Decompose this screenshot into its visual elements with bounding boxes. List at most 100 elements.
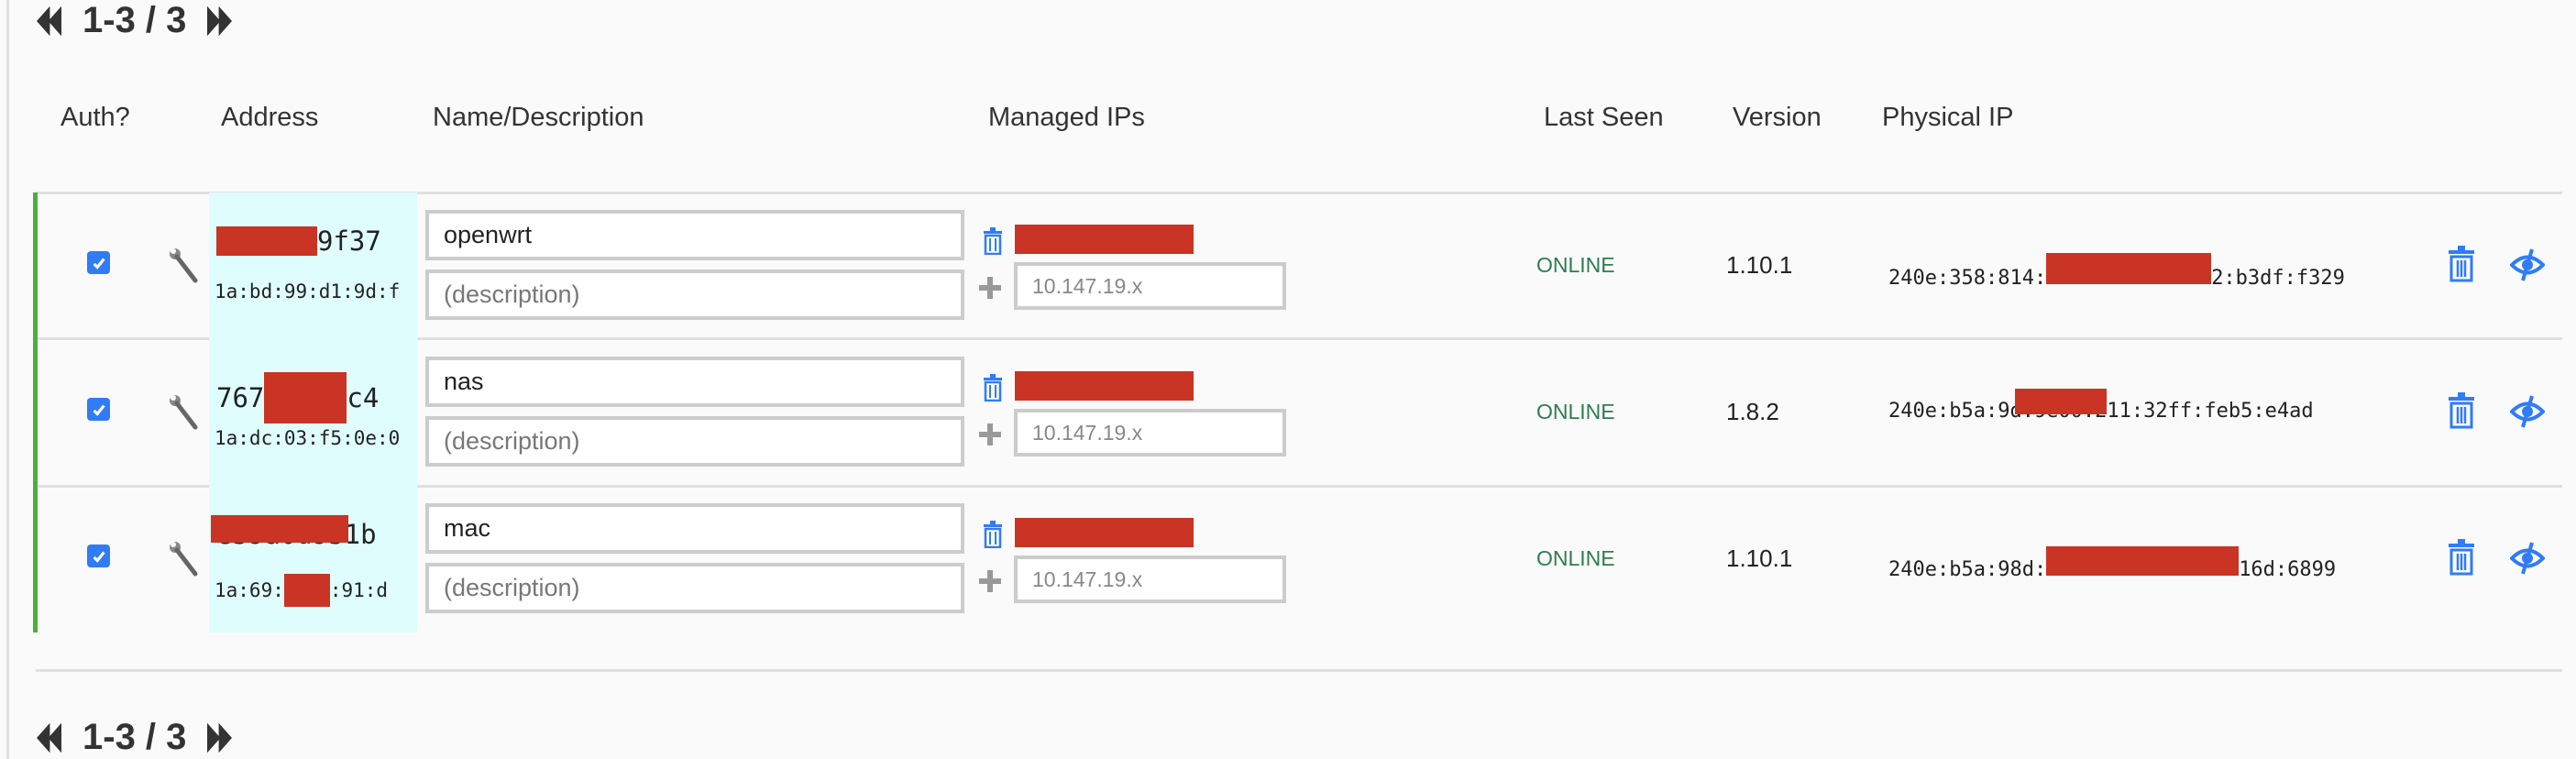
- pager-range: 1-3 / 3: [83, 0, 187, 40]
- last-page-icon[interactable]: [199, 5, 233, 38]
- mac-address: 1a:dc:03:f5:0e:0: [215, 427, 417, 449]
- node-address: 9f37: [216, 226, 381, 257]
- member-row: e39a0d951b 1a:69: :91:d mac (description)…: [0, 486, 2576, 632]
- delete-member-icon[interactable]: [2448, 539, 2475, 576]
- physical-ip: 240e:b5a:9 d:9e00:211:32ff:feb5:e4ad: [1888, 389, 2314, 423]
- address-cell: [209, 486, 417, 632]
- ip-placeholder: 10.147.19.x: [1032, 420, 1143, 445]
- hide-member-icon[interactable]: [2510, 541, 2545, 576]
- header-version: Version: [1733, 103, 1822, 132]
- version: 1.10.1: [1726, 544, 1792, 573]
- delete-member-icon[interactable]: [2448, 246, 2475, 282]
- redaction: [1015, 518, 1194, 547]
- last-seen-status: ONLINE: [1536, 253, 1615, 278]
- wrench-icon[interactable]: [168, 394, 201, 431]
- version: 1.8.2: [1726, 398, 1779, 425]
- phys-pre: 240e:b5a:9: [1888, 400, 2010, 423]
- name: nas: [444, 368, 484, 395]
- hide-member-icon[interactable]: [2510, 394, 2545, 429]
- node-address: 767 c4: [216, 372, 379, 424]
- wrench-icon[interactable]: [168, 541, 201, 578]
- last-page-icon[interactable]: [199, 721, 233, 754]
- ip-placeholder: 10.147.19.x: [1032, 273, 1143, 298]
- wrench-icon[interactable]: [168, 248, 201, 284]
- add-ip-icon[interactable]: [979, 424, 1001, 446]
- description-input[interactable]: (description): [425, 563, 964, 613]
- pager-bottom: 1-3 / 3: [37, 717, 233, 758]
- header-managed-ips: Managed IPs: [988, 103, 1145, 132]
- header-name: Name/Description: [433, 103, 644, 132]
- auth-checkbox[interactable]: [87, 544, 110, 567]
- add-ip-icon[interactable]: [979, 277, 1001, 299]
- member-row: 9f37 1a:bd:99:d1:9d:f openwrt (descripti…: [0, 192, 2576, 339]
- redaction: [2046, 546, 2240, 576]
- mac-pre: 1a:69:: [215, 579, 284, 601]
- redaction: [1015, 225, 1194, 254]
- address-cell: [209, 192, 417, 339]
- description-placeholder: (description): [444, 427, 580, 455]
- check-icon: [92, 258, 105, 270]
- add-ip-input[interactable]: 10.147.19.x: [1014, 262, 1286, 310]
- redaction: [211, 515, 348, 543]
- name-input[interactable]: nas: [425, 357, 964, 407]
- physical-ip: 240e:b5a:98d: 16d:6899: [1888, 546, 2336, 581]
- header-address: Address: [221, 103, 319, 132]
- delete-member-icon[interactable]: [2448, 392, 2475, 429]
- name-input[interactable]: mac: [425, 503, 964, 554]
- header-auth: Auth?: [61, 103, 130, 132]
- phys-post: 16d:6899: [2239, 558, 2337, 581]
- header-physical-ip: Physical IP: [1882, 103, 2014, 132]
- description-input[interactable]: (description): [425, 416, 964, 467]
- remove-ip-icon[interactable]: [983, 227, 1003, 255]
- remove-ip-icon[interactable]: [983, 521, 1003, 548]
- last-seen-status: ONLINE: [1536, 400, 1615, 424]
- pager-top: 1-3 / 3: [37, 0, 233, 41]
- mac-address: 1a:bd:99:d1:9d:f: [215, 280, 417, 302]
- add-ip-input[interactable]: 10.147.19.x: [1014, 409, 1286, 456]
- node-address: e39a0d951b: [211, 515, 377, 550]
- description-input[interactable]: (description): [425, 270, 964, 320]
- pager-range: 1-3 / 3: [83, 717, 187, 757]
- mac-address: 1a:69: :91:d: [215, 574, 417, 607]
- divider: [36, 669, 2562, 672]
- redaction: [2015, 389, 2107, 414]
- name: openwrt: [444, 221, 533, 248]
- mac-pre: 1a:dc:03:f5:0e:0: [215, 427, 401, 449]
- add-ip-icon[interactable]: [979, 570, 1001, 592]
- auth-indicator-bar: [33, 192, 38, 632]
- phys-pre: 240e:358:814:: [1888, 267, 2047, 290]
- redaction: [216, 226, 317, 256]
- last-seen-status: ONLINE: [1536, 546, 1615, 571]
- hide-member-icon[interactable]: [2510, 248, 2545, 282]
- divider: [36, 485, 2562, 488]
- physical-ip: 240e:358:814: 2:b3df:f329: [1888, 253, 2345, 290]
- first-page-icon[interactable]: [37, 5, 70, 38]
- divider: [36, 192, 2562, 194]
- mac-post: :91:d: [329, 579, 389, 601]
- description-placeholder: (description): [444, 574, 580, 601]
- remove-ip-icon[interactable]: [983, 374, 1003, 402]
- add-ip-input[interactable]: 10.147.19.x: [1014, 556, 1286, 603]
- version: 1.10.1: [1726, 544, 1793, 572]
- addr-post: c4: [347, 382, 380, 413]
- phys-pre: 240e:b5a:98d:: [1888, 558, 2047, 581]
- member-row: 767 c4 1a:dc:03:f5:0e:0 nas (description)…: [0, 339, 2576, 486]
- redaction: [283, 574, 330, 607]
- check-icon: [92, 551, 105, 563]
- auth-checkbox[interactable]: [87, 398, 110, 421]
- header-last-seen: Last Seen: [1544, 103, 1664, 132]
- version: 1.10.1: [1726, 251, 1793, 279]
- last-seen: ONLINE: [1536, 253, 1615, 277]
- auth-checkbox[interactable]: [87, 251, 110, 274]
- phys-post: 2:b3df:f329: [2211, 267, 2345, 290]
- first-page-icon[interactable]: [37, 721, 70, 754]
- addr-pre: 767: [216, 382, 265, 413]
- last-seen: ONLINE: [1536, 400, 1615, 424]
- description-placeholder: (description): [444, 280, 580, 308]
- divider: [36, 337, 2562, 340]
- ip-placeholder: 10.147.19.x: [1032, 566, 1143, 591]
- redaction: [2046, 253, 2212, 284]
- page-border: [6, 0, 9, 759]
- name-input[interactable]: openwrt: [425, 210, 964, 260]
- version: 1.8.2: [1726, 398, 1779, 426]
